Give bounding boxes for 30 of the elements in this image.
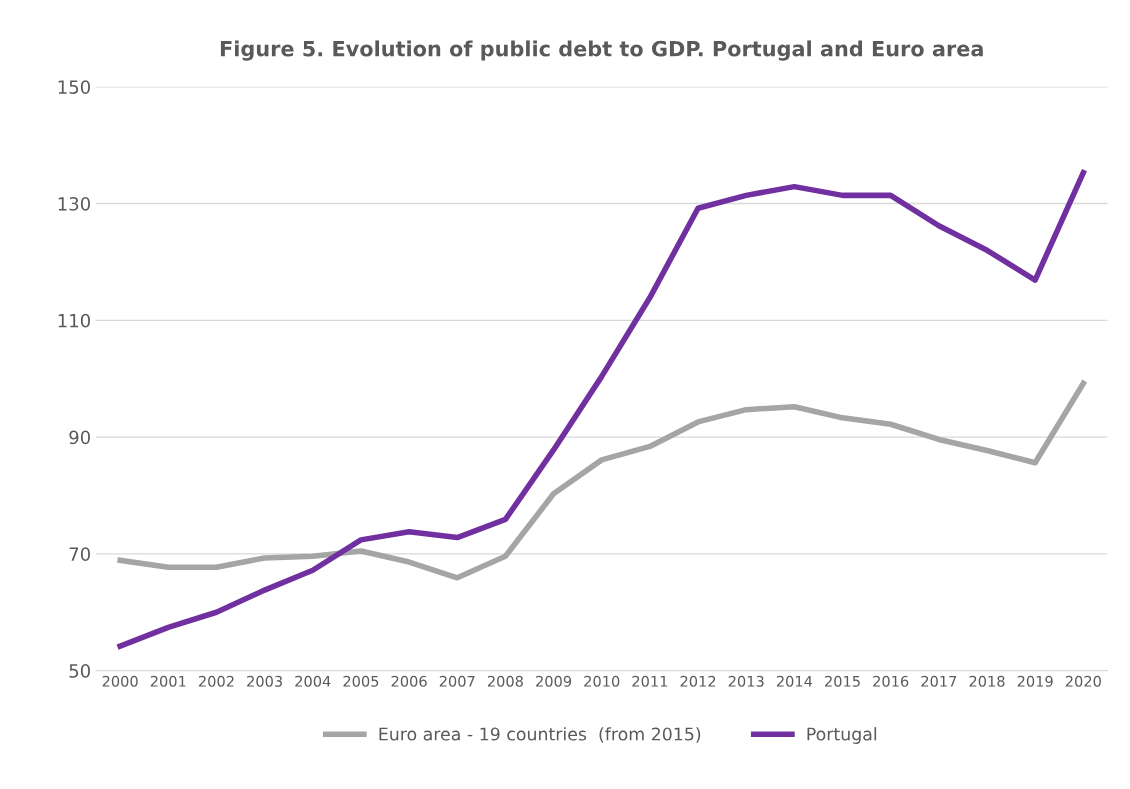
x-tick-label: 2003 (247, 675, 282, 687)
y-tick-label: 150 (58, 80, 90, 94)
x-tick-label: 2019 (1017, 675, 1053, 687)
x-tick-label: 2012 (680, 675, 716, 687)
x-tick-label: 2008 (487, 675, 523, 687)
legend-label: Euro area - 19 countries (from 2015) (379, 727, 701, 743)
x-tick-label: 2017 (921, 675, 957, 687)
x-tick-label: 2013 (728, 675, 764, 687)
x-tick-label: 2009 (536, 675, 572, 687)
y-tick-label: 110 (58, 313, 90, 328)
x-tick-label: 2005 (343, 675, 379, 687)
y-tick-label: 70 (69, 547, 90, 561)
x-tick-label: 2020 (1065, 675, 1101, 687)
x-tick-label: 2004 (295, 675, 331, 687)
x-tick-label: 2011 (632, 675, 668, 687)
y-tick-label: 50 (69, 664, 90, 678)
x-tick-label: 2002 (198, 675, 234, 687)
chart-title: Figure 5. Evolution of public debt to GDP. Portugal and Euro area (220, 40, 983, 61)
x-tick-label: 2001 (150, 675, 186, 687)
x-tick-label: 2007 (439, 675, 475, 687)
y-tick-label: 90 (69, 430, 90, 445)
y-tick-label: 130 (58, 197, 90, 211)
x-tick-label: 2014 (776, 675, 813, 687)
x-tick-label: 2006 (391, 675, 427, 687)
x-tick-label: 2010 (584, 675, 620, 687)
x-tick-label: 2016 (873, 675, 909, 687)
x-tick-label: 2018 (969, 675, 1005, 687)
legend-label: Portugal (807, 727, 877, 744)
x-tick-label: 2015 (825, 675, 860, 687)
x-tick-label: 2000 (102, 675, 138, 687)
